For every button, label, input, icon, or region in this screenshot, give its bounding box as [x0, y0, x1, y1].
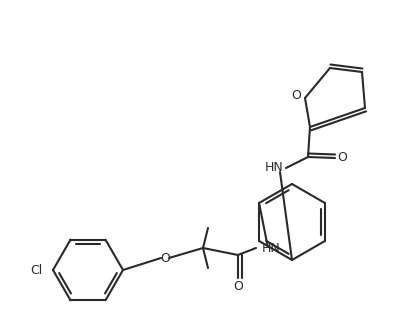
- Text: HN: HN: [264, 161, 282, 175]
- Text: O: O: [336, 152, 346, 164]
- Text: O: O: [160, 251, 169, 265]
- Text: HN: HN: [261, 241, 280, 255]
- Text: Cl: Cl: [31, 264, 43, 276]
- Text: O: O: [233, 280, 242, 292]
- Text: O: O: [290, 90, 300, 102]
